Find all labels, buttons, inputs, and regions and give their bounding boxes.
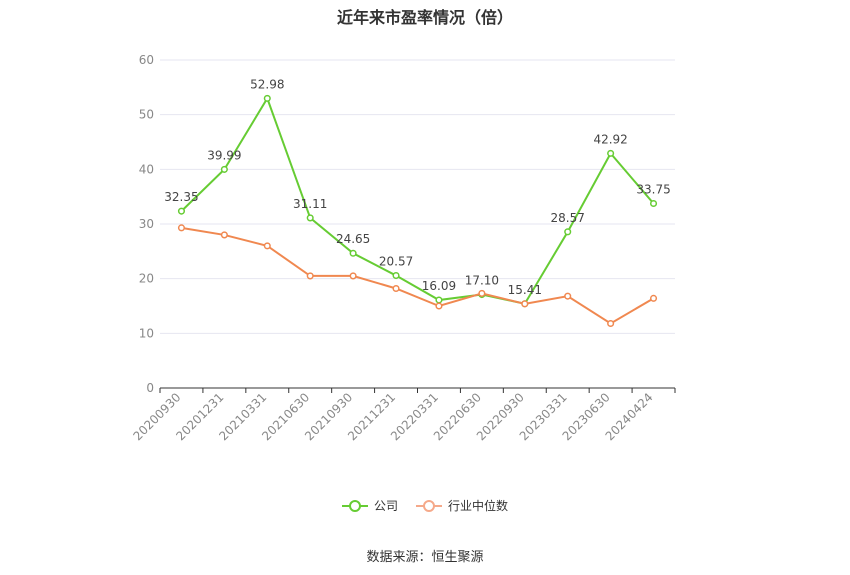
y-tick-label: 0 <box>146 381 154 395</box>
company-point <box>349 249 357 257</box>
y-tick-label: 60 <box>139 53 154 67</box>
industry-point <box>521 300 529 308</box>
company-point <box>435 296 443 304</box>
industry-point <box>564 292 572 300</box>
industry-point <box>220 231 228 239</box>
company-data-label: 28.57 <box>551 211 585 225</box>
company-data-label: 52.98 <box>250 77 284 91</box>
legend-company-marker-icon <box>341 499 368 512</box>
industry-point <box>392 284 400 293</box>
company-point <box>649 199 658 208</box>
y-tick-label: 20 <box>139 272 154 286</box>
legend-company-label: 公司 <box>373 499 398 513</box>
y-tick-label: 50 <box>139 108 154 122</box>
company-data-label: 24.65 <box>336 232 370 246</box>
y-tick-label: 40 <box>139 162 154 176</box>
legend-item-company[interactable]: 公司 <box>341 497 398 514</box>
industry-point <box>263 242 271 250</box>
data-source: 数据来源：恒生聚源 <box>366 550 484 565</box>
industry-point <box>435 302 443 310</box>
company-point <box>263 94 271 102</box>
company-data-label: 39.99 <box>207 148 241 162</box>
company-point <box>220 165 228 173</box>
company-point <box>392 272 400 280</box>
chart-title: 近年来市盈率情况（倍） <box>336 8 513 27</box>
company-data-label: 42.92 <box>593 132 627 146</box>
industry-point <box>349 272 357 280</box>
industry-point <box>478 289 486 297</box>
company-point <box>607 149 615 157</box>
industry-point <box>177 224 186 232</box>
company-point <box>177 207 186 215</box>
y-tick-label: 10 <box>139 326 154 340</box>
legend-industry-marker-icon <box>416 499 442 512</box>
company-data-label: 20.57 <box>379 255 413 269</box>
industry-point <box>649 294 658 302</box>
company-data-label: 15.41 <box>508 283 542 297</box>
y-tick-label: 30 <box>139 217 154 231</box>
company-point <box>306 214 314 222</box>
industry-point <box>306 272 314 280</box>
company-data-label: 31.11 <box>293 197 327 211</box>
industry-line <box>181 226 655 325</box>
company-data-label: 16.09 <box>422 279 456 293</box>
company-data-label: 33.75 <box>636 183 670 197</box>
legend-item-industry[interactable]: 行业中位数 <box>416 497 508 514</box>
company-point <box>564 228 572 236</box>
company-data-label: 32.35 <box>164 190 198 204</box>
industry-point <box>607 319 615 328</box>
legend-industry-label: 行业中位数 <box>448 499 509 513</box>
company-line <box>180 96 655 305</box>
company-data-label: 17.10 <box>465 274 499 288</box>
legend: 公司 行业中位数 <box>0 497 850 514</box>
